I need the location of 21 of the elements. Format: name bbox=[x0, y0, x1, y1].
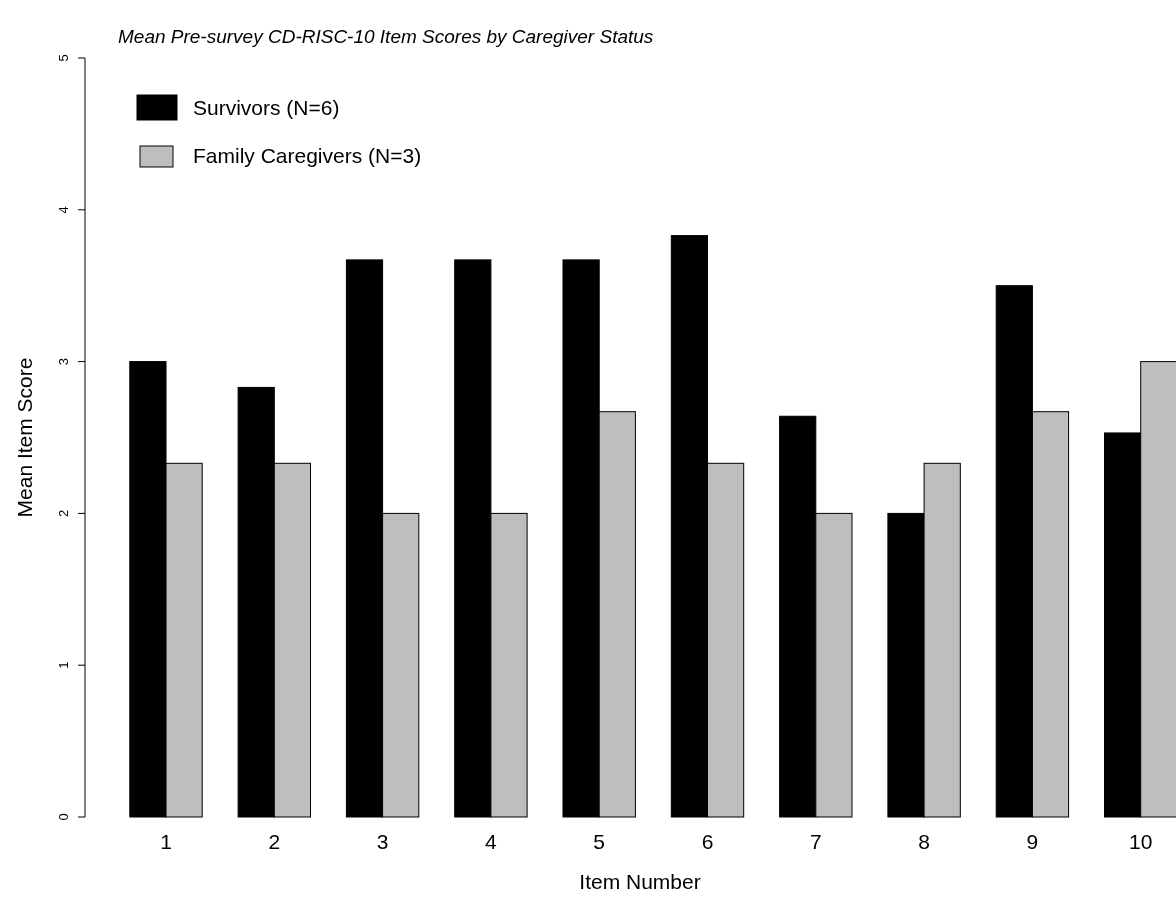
y-tick-label: 2 bbox=[56, 509, 71, 518]
x-axis-title: Item Number bbox=[579, 870, 701, 893]
x-tick-label: 10 bbox=[1129, 830, 1153, 853]
y-tick-label: 5 bbox=[56, 54, 71, 62]
y-tick-label: 3 bbox=[56, 357, 71, 366]
x-tick-label: 9 bbox=[1026, 830, 1039, 853]
x-tick-label: 8 bbox=[918, 830, 930, 853]
chart-title: Mean Pre-survey CD-RISC-10 Item Scores by Caregiver Status bbox=[118, 26, 654, 47]
x-tick-label: 6 bbox=[701, 830, 714, 853]
y-tick-label: 1 bbox=[56, 661, 71, 669]
x-tick-label: 3 bbox=[376, 830, 389, 853]
x-tick-label: 2 bbox=[268, 830, 281, 853]
x-tick-label: 1 bbox=[160, 830, 172, 853]
x-tick-label: 7 bbox=[809, 830, 822, 853]
x-tick-label: 5 bbox=[593, 830, 606, 853]
x-tick-label: 4 bbox=[485, 830, 498, 853]
y-tick-label: 0 bbox=[56, 813, 71, 821]
y-axis-title: Mean Item Score bbox=[13, 357, 36, 518]
legend-label: Survivors (N=6) bbox=[193, 96, 340, 119]
y-tick-label: 4 bbox=[56, 206, 71, 214]
legend-label: Family Caregivers (N=3) bbox=[193, 144, 422, 167]
